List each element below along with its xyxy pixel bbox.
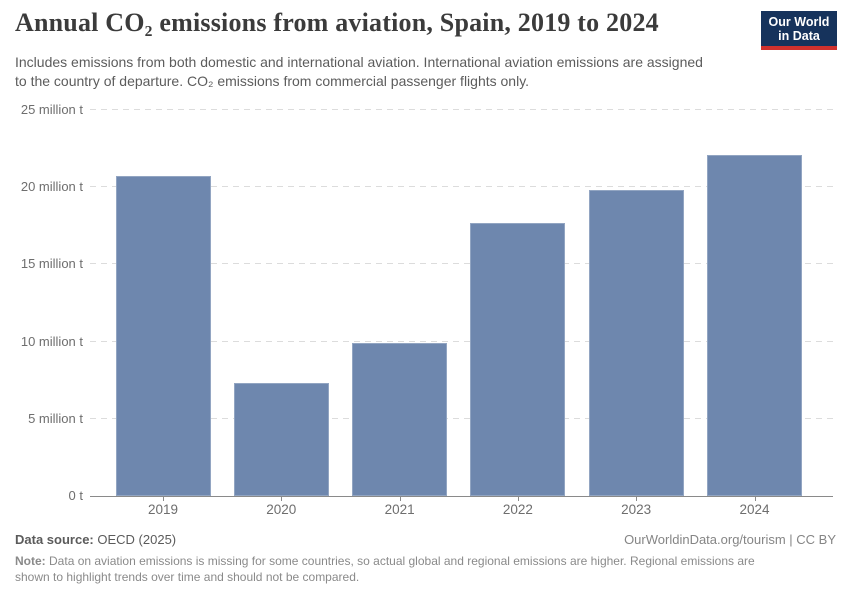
gridline-10 — [90, 340, 833, 342]
bar-2020[interactable] — [233, 383, 329, 496]
x-tick-2020 — [281, 496, 283, 501]
y-tick-label: 15 million t — [20, 256, 83, 272]
x-tick-2022 — [517, 496, 519, 501]
x-tick-label-2020: 2020 — [266, 502, 297, 517]
bar-2019[interactable] — [115, 176, 211, 496]
x-tick-2024 — [754, 496, 756, 501]
owid-logo-line1: Our World — [768, 14, 830, 29]
y-tick-label: 20 million t — [20, 179, 83, 195]
chart-subtitle: Includes emissions from both domestic an… — [15, 53, 775, 91]
plot-area — [90, 109, 833, 497]
x-tick-label-2024: 2024 — [739, 502, 770, 517]
x-tick-2023 — [636, 496, 638, 501]
data-source: Data source: OECD (2025) — [15, 532, 176, 547]
data-source-label: Data source: — [15, 532, 94, 547]
gridline-25 — [90, 109, 833, 110]
y-tick-label: 5 million t — [28, 410, 83, 426]
chart-subtitle-line2: to the country of departure. CO₂ emissio… — [15, 73, 530, 89]
x-tick-label-2021: 2021 — [384, 502, 415, 517]
x-tick-label-2022: 2022 — [502, 502, 533, 517]
y-tick-label: 0 t — [68, 488, 83, 503]
chart-note: Note: Data on aviation emissions is miss… — [15, 553, 837, 585]
x-tick-label-2023: 2023 — [621, 502, 652, 517]
y-tick-label: 25 million t — [20, 102, 83, 117]
bar-2023[interactable] — [588, 190, 684, 496]
gridline-15 — [90, 263, 833, 265]
chart-note-line1: Data on aviation emissions is missing fo… — [49, 554, 755, 568]
bar-2022[interactable] — [470, 222, 566, 496]
data-source-value: OECD (2025) — [97, 532, 177, 547]
chart-note-label: Note: — [15, 554, 46, 568]
gridline-5 — [90, 417, 833, 419]
owid-logo[interactable]: Our World in Data — [761, 11, 837, 50]
chart-note-line2: shown to highlight trends over time and … — [15, 570, 360, 584]
x-tick-2021 — [399, 496, 401, 501]
x-tick-2019 — [163, 496, 164, 501]
bar-2021[interactable] — [352, 343, 448, 496]
y-tick-label: 10 million t — [20, 333, 83, 349]
page-title: Annual CO₂ emissions from aviation, Spai… — [15, 8, 659, 37]
owid-logo-line2: in Data — [778, 28, 820, 43]
bar-2024[interactable] — [707, 154, 802, 496]
chart-subtitle-line1: Includes emissions from both domestic an… — [15, 54, 703, 70]
x-tick-label-2019: 2019 — [147, 502, 179, 517]
attribution-link[interactable]: OurWorldinData.org/tourism | CC BY — [624, 532, 836, 547]
gridline-20 — [90, 186, 833, 188]
